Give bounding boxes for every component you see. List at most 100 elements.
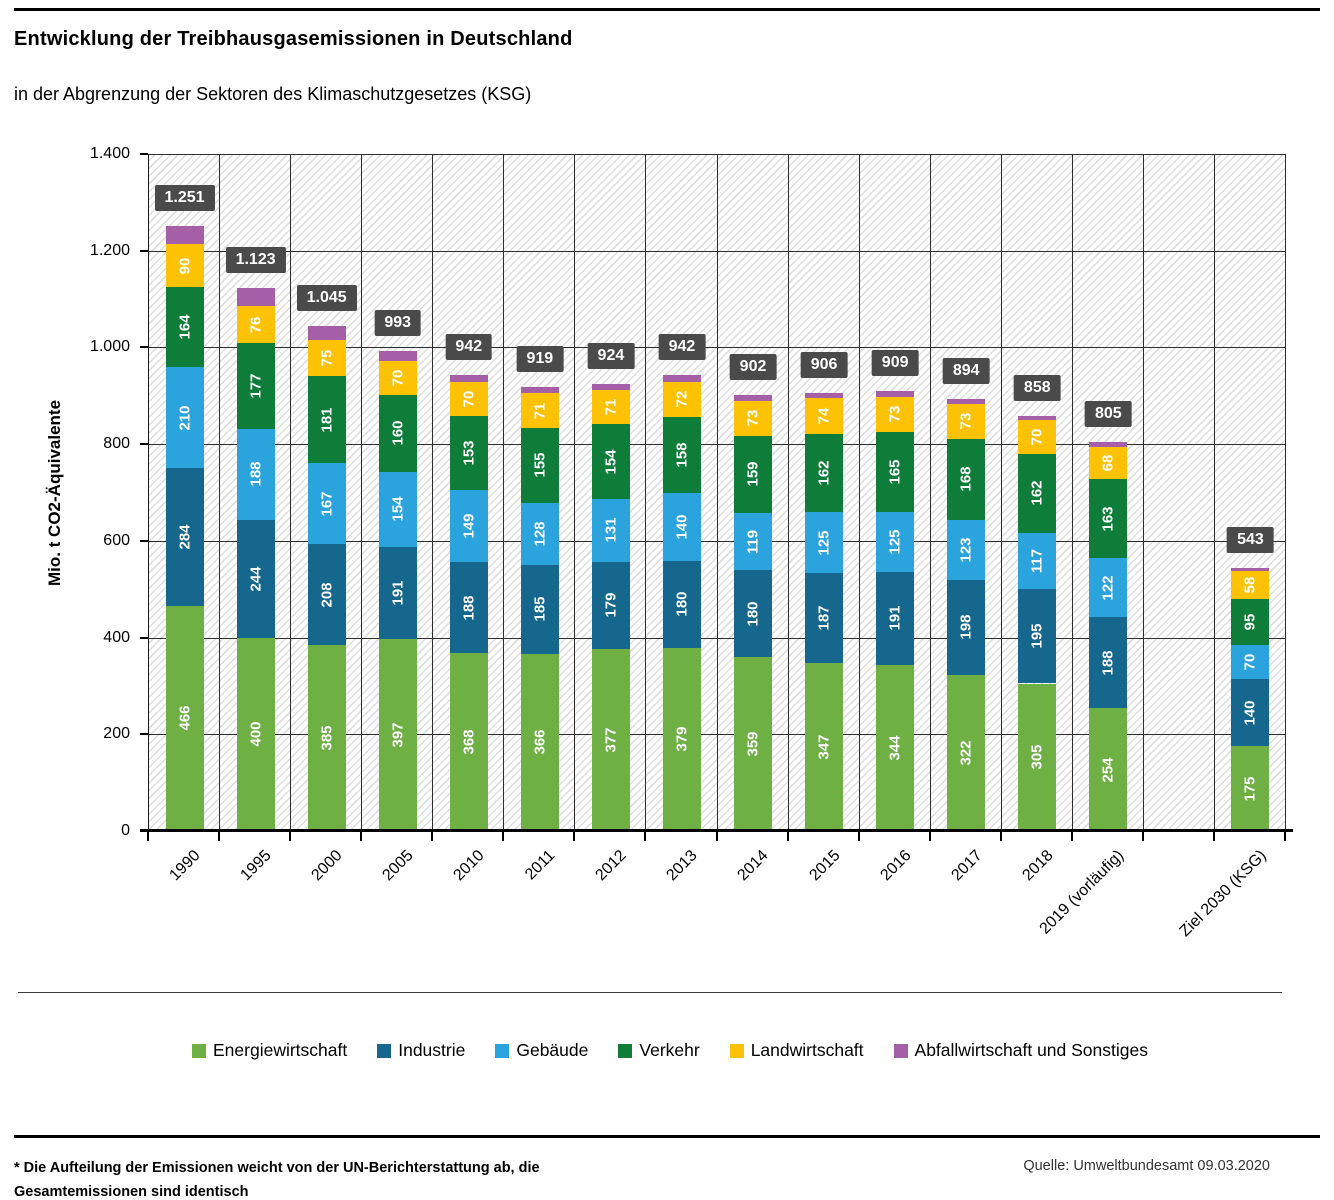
bar-segment-value: 73 — [886, 406, 904, 423]
bar-segment-verkehr: 162 — [1018, 454, 1057, 533]
bar-segment-value: 210 — [176, 405, 194, 431]
bar-segment-value: 122 — [1099, 575, 1117, 601]
x-tick-mark — [360, 832, 363, 841]
bar-segment-value: 70 — [460, 390, 478, 408]
bar-segment-value: 466 — [176, 705, 194, 731]
bar-segment-value: 149 — [460, 513, 478, 539]
bar-segment-energiewirtschaft: 397 — [378, 639, 417, 831]
bar-segment-value: 70 — [1028, 429, 1046, 446]
bar-segment-value: 359 — [744, 731, 762, 757]
bar-segment-value: 58 — [1241, 576, 1259, 594]
bar-segment-abfallwirtschaft-und-sonstiges — [947, 398, 986, 404]
bar-segment-gebäude: 122 — [1089, 558, 1128, 618]
bar-segment-value: 208 — [318, 582, 336, 608]
footer-divider — [14, 1135, 1320, 1138]
bar-segment-verkehr: 160 — [378, 394, 417, 473]
bar-segment-value: 76 — [247, 316, 265, 334]
legend-label: Gebäude — [516, 1040, 589, 1060]
x-tick-mark — [289, 832, 292, 841]
y-tick-label: 1.400 — [89, 145, 130, 162]
bar-segment-value: 188 — [247, 461, 265, 487]
x-tick-mark — [502, 832, 505, 841]
y-tick-label: 200 — [103, 725, 130, 743]
bar-segment-value: 95 — [1241, 613, 1259, 631]
bar-segment-energiewirtschaft: 322 — [947, 675, 986, 831]
x-axis-label: 2015 — [805, 847, 844, 885]
bar-segment-value: 366 — [531, 729, 549, 755]
bar-segment-verkehr: 154 — [591, 424, 630, 499]
page-subtitle: in der Abgrenzung der Sektoren des Klima… — [14, 84, 532, 104]
gridline-vertical — [1142, 154, 1144, 831]
bar-segment-abfallwirtschaft-und-sonstiges — [1018, 416, 1057, 421]
y-tick-mark — [140, 733, 148, 736]
bar-segment-energiewirtschaft: 466 — [165, 605, 204, 831]
bar-segment-value: 117 — [1028, 548, 1046, 574]
x-tick-mark — [431, 832, 434, 841]
bar-segment-industrie: 180 — [662, 560, 701, 648]
bar-segment-value: 254 — [1099, 757, 1117, 783]
bar-segment-value: 125 — [886, 529, 904, 555]
x-axis-label: 2010 — [450, 847, 488, 885]
x-axis-label: Ziel 2030 (KSG) — [1176, 847, 1270, 941]
total-label: 1.123 — [225, 246, 286, 273]
x-tick-mark — [999, 832, 1002, 841]
total-label: 805 — [1084, 400, 1132, 427]
bar-segment-landwirtschaft: 73 — [734, 400, 773, 436]
bar-segment-verkehr: 181 — [307, 375, 346, 464]
bar-segment-gebäude: 70 — [1231, 644, 1270, 679]
bar-segment-industrie: 191 — [378, 546, 417, 640]
y-tick-mark — [140, 443, 148, 446]
bar-segment-gebäude: 149 — [449, 490, 488, 563]
bar-segment-gebäude: 154 — [378, 472, 417, 547]
x-axis-label: 2011 — [522, 847, 559, 884]
bar-segment-abfallwirtschaft-und-sonstiges — [378, 350, 417, 361]
bar-segment-landwirtschaft: 73 — [876, 396, 915, 433]
bar-segment-value: 385 — [318, 725, 336, 751]
legend-label: Landwirtschaft — [750, 1040, 864, 1060]
bar-segment-energiewirtschaft: 368 — [449, 653, 488, 831]
bar-segment-value: 154 — [602, 449, 620, 475]
x-tick-mark — [1141, 832, 1144, 841]
bar-segment-value: 379 — [673, 726, 691, 752]
legend-swatch — [893, 1043, 908, 1058]
bar-segment-value: 73 — [957, 412, 975, 430]
bar-segment-gebäude: 210 — [165, 366, 204, 469]
bar-segment-value: 191 — [886, 605, 904, 631]
bar-segment-value: 284 — [176, 524, 194, 550]
bar-segment-abfallwirtschaft-und-sonstiges — [1231, 568, 1270, 571]
bar-segment-value: 71 — [602, 398, 620, 416]
y-tick-label: 800 — [103, 435, 130, 453]
total-label: 902 — [729, 353, 777, 380]
bar-segment-abfallwirtschaft-und-sonstiges — [591, 384, 630, 390]
bar-segment-value: 188 — [460, 595, 478, 621]
x-axis-label: 2017 — [948, 847, 986, 885]
bar-segment-value: 187 — [815, 605, 833, 631]
gridline-vertical — [1071, 154, 1073, 831]
x-tick-mark — [218, 832, 221, 841]
bar-segment-gebäude: 128 — [520, 502, 559, 565]
legend-label: Industrie — [398, 1040, 466, 1060]
y-tick-label: 0 — [121, 822, 130, 839]
gridline-horizontal — [149, 540, 1286, 542]
legend-item-verkehr: Verkehr — [618, 1040, 700, 1061]
bar-segment-value: 70 — [1241, 653, 1259, 671]
bar-segment-value: 125 — [815, 530, 833, 556]
bar-segment-landwirtschaft: 74 — [805, 398, 844, 434]
bar-segment-energiewirtschaft: 385 — [307, 644, 346, 831]
gridline-vertical — [787, 154, 789, 831]
y-tick-mark — [140, 153, 148, 155]
legend-swatch — [618, 1043, 633, 1058]
bar-segment-verkehr: 162 — [805, 433, 844, 513]
footnote-line-2: Gesamtemissionen sind identisch — [14, 1184, 249, 1200]
bar-segment-landwirtschaft: 90 — [165, 243, 204, 288]
bar-segment-gebäude: 167 — [307, 463, 346, 545]
bar-segment-industrie: 179 — [591, 562, 630, 649]
bar-segment-energiewirtschaft: 254 — [1089, 708, 1128, 831]
top-divider — [14, 8, 1320, 11]
bar-segment-industrie: 140 — [1231, 678, 1270, 747]
bar-segment-value: 163 — [1099, 506, 1117, 532]
bar-segment-verkehr: 153 — [449, 416, 488, 491]
bar-segment-abfallwirtschaft-und-sonstiges — [236, 287, 275, 307]
bar-segment-value: 75 — [318, 349, 336, 367]
bar-segment-value: 177 — [247, 373, 265, 399]
